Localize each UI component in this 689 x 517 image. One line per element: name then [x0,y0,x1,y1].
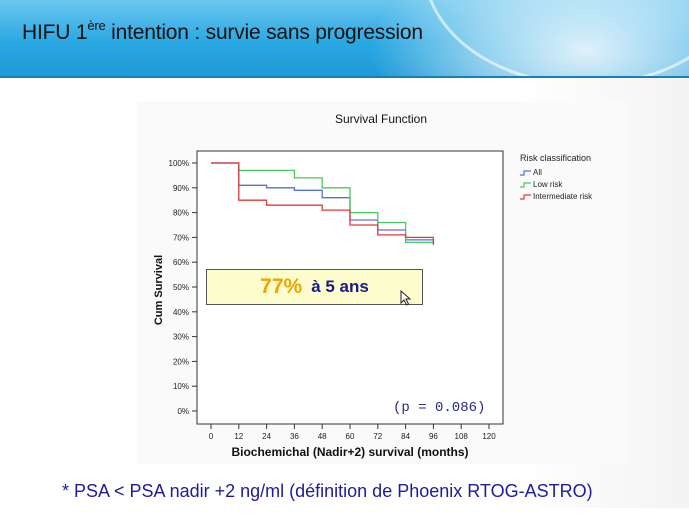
x-axis-label: Biochemichal (Nadir+2) survival (months) [231,445,468,459]
series-line-low-risk [211,162,434,244]
survival-curves [211,162,435,245]
x-tick-label: 12 [234,432,243,441]
y-tick-label: 100% [169,159,189,168]
chart-title: Survival Function [335,112,427,126]
y-tick-label: 50% [173,283,189,292]
y-tick-label: 20% [173,357,189,366]
x-tick-label: 96 [429,432,438,441]
legend-label: Low risk [533,180,563,189]
y-tick-label: 40% [173,308,189,317]
p-value: (p = 0.086) [393,400,486,416]
x-tick-label: 0 [209,432,214,441]
y-axis-label: Cum Survival [153,255,165,325]
legend-swatch [520,194,531,200]
x-tick-label: 24 [262,432,271,441]
legend-label: Intermediate risk [533,192,593,201]
title-superscript: ère [87,18,106,33]
slide-title: HIFU 1ère intention : survie sans progre… [22,18,423,45]
y-tick-label: 70% [173,233,189,242]
y-tick-label: 90% [173,184,189,193]
x-tick-label: 120 [482,432,496,441]
legend: All Low risk Intermediate risk [520,168,593,201]
y-tick-label: 80% [173,209,189,218]
x-tick-label: 36 [290,432,299,441]
mouse-pointer-icon [400,290,412,306]
legend-swatch [520,182,531,188]
x-tick-label: 84 [401,432,410,441]
x-axis: 0 12 24 36 48 60 72 84 96 108 120 [209,424,496,441]
x-tick-label: 72 [373,432,382,441]
legend-title: Risk classification [520,153,591,163]
footnote: * PSA < PSA nadir +2 ng/ml (définition d… [62,481,593,501]
legend-label: All [533,168,542,177]
x-tick-label: 108 [455,432,469,441]
y-tick-label: 10% [173,382,189,391]
legend-swatch [520,170,531,176]
survival-callout: 77% à 5 ans [206,269,423,305]
callout-text: à 5 ans [311,277,369,296]
callout-percentage: 77% [260,275,303,298]
x-tick-label: 60 [346,432,355,441]
y-tick-label: 60% [173,258,189,267]
y-tick-label: 0% [177,407,189,416]
title-bar: HIFU 1ère intention : survie sans progre… [0,0,689,76]
title-main: HIFU 1 [22,21,88,44]
y-axis: 100% 90% 80% 70% 60% 50% 40% 30% 20% 10% 0% [169,159,197,416]
x-tick-label: 48 [318,432,327,441]
series-line-intermediate-risk [211,162,435,245]
y-tick-label: 30% [173,333,189,342]
header-divider [0,76,689,78]
title-rest: intention : survie sans progression [105,21,423,44]
